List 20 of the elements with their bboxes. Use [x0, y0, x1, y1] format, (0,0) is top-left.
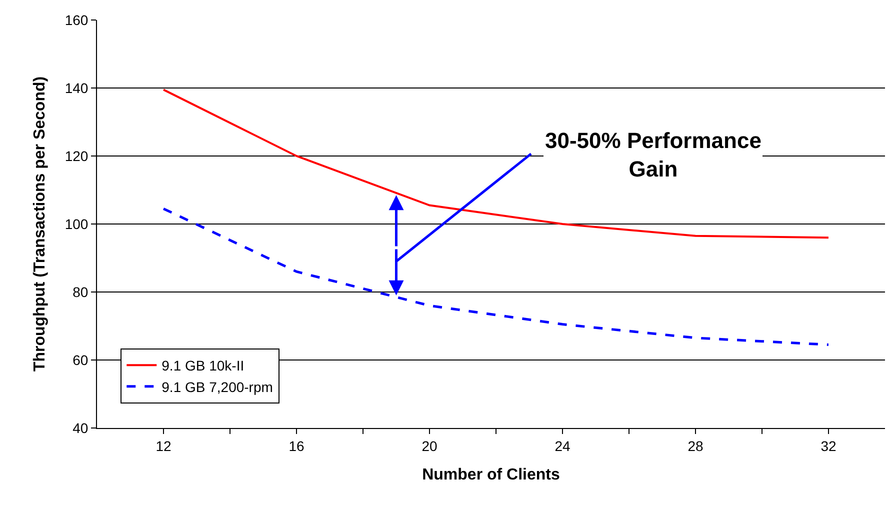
y-tick-label: 120: [64, 148, 88, 164]
line-series: [162, 88, 830, 239]
x-axis-title: Number of Clients: [422, 466, 560, 484]
y-tick-label: 80: [72, 284, 88, 300]
x-tick-label: 28: [688, 438, 704, 454]
legend-label: 9.1 GB 7,200-rpm: [162, 378, 273, 395]
x-tick-label: 32: [820, 438, 836, 454]
y-tick-label: 140: [64, 80, 88, 96]
x-tick-label: 12: [156, 438, 172, 454]
legend-label: 9.1 GB 10k-II: [162, 358, 244, 374]
line-series: [162, 207, 830, 346]
x-tick-label: 16: [288, 438, 304, 454]
y-tick-label: 100: [64, 216, 88, 232]
annotation: 30-50% Performance Gain: [545, 128, 762, 182]
y-tick-label: 60: [72, 352, 88, 368]
x-tick-label: 24: [554, 438, 570, 454]
y-axis-title: Throughput (Transactions per Second): [32, 76, 49, 372]
y-tick-label: 40: [72, 420, 88, 436]
x-tick-label: 20: [422, 438, 438, 454]
y-tick-label: 160: [64, 12, 88, 28]
